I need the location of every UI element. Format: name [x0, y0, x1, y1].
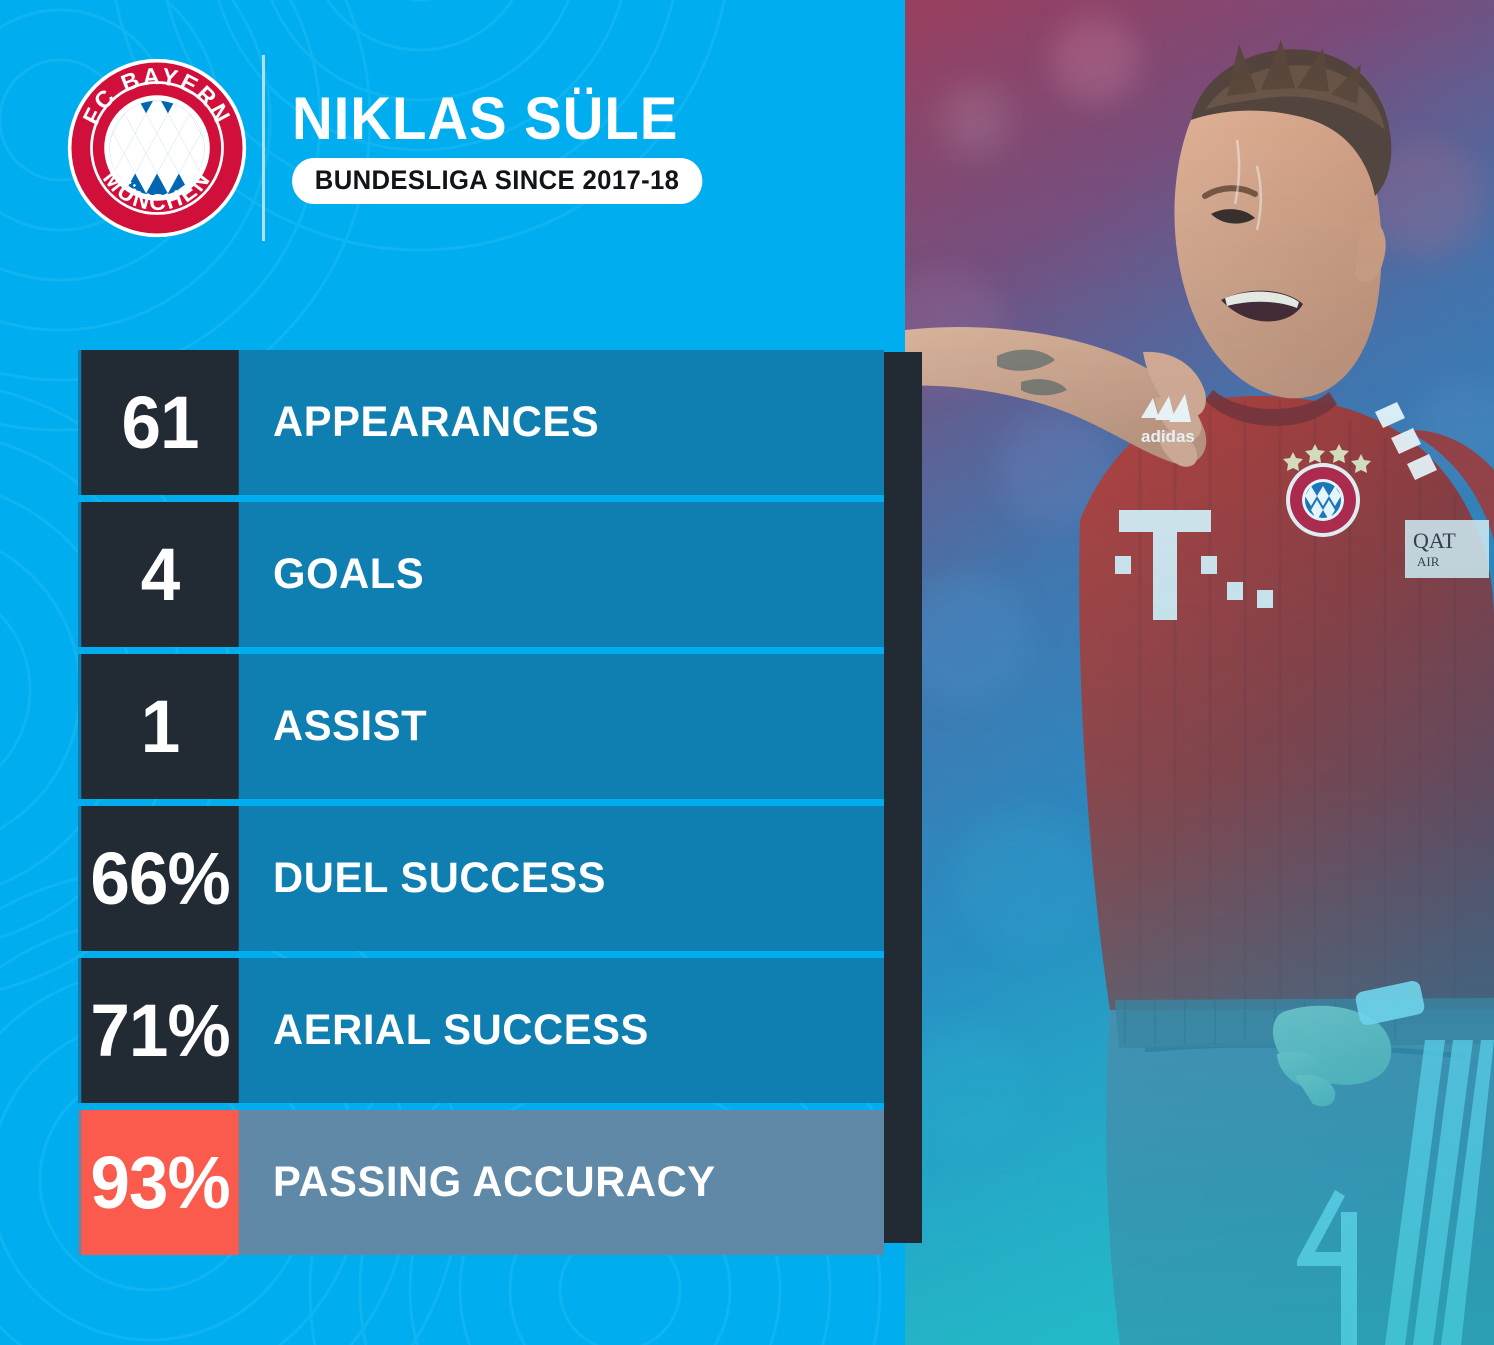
stat-value: 4 [81, 502, 239, 647]
stat-value: 93% [81, 1110, 239, 1255]
fc-bayern-crest-icon: FC BAYERN MÜNCHEN [67, 58, 247, 238]
stats-block-shadow [884, 352, 922, 1243]
stat-label: APPEARANCES [273, 398, 600, 446]
season-badge: BUNDESLIGA SINCE 2017-18 [292, 158, 703, 205]
stat-value: 61 [81, 350, 239, 495]
stat-label: AERIAL SUCCESS [273, 1006, 649, 1054]
stat-value: 1 [81, 654, 239, 799]
header-divider [262, 55, 265, 241]
player-photo: adidas [905, 0, 1494, 1345]
list-item: 4 GOALS [78, 502, 884, 647]
stats-list: 61 APPEARANCES 4 GOALS 1 ASSIST 66% DUEL… [78, 350, 884, 1255]
stat-label: GOALS [273, 550, 425, 598]
list-item: 66% DUEL SUCCESS [78, 806, 884, 951]
title-block: NIKLAS SÜLE BUNDESLIGA SINCE 2017-18 [292, 85, 892, 205]
list-item: 1 ASSIST [78, 654, 884, 799]
list-item-highlighted: 93% PASSING ACCURACY [78, 1110, 884, 1255]
list-item: 71% AERIAL SUCCESS [78, 958, 884, 1103]
list-item: 61 APPEARANCES [78, 350, 884, 495]
stat-label: ASSIST [273, 702, 428, 750]
page-title: NIKLAS SÜLE [292, 85, 679, 152]
header: FC BAYERN MÜNCHEN NIKLAS SÜLE BUNDESLIGA… [0, 0, 905, 300]
stat-label: PASSING ACCURACY [273, 1158, 716, 1206]
stat-value: 71% [81, 958, 239, 1103]
stat-value: 66% [81, 806, 239, 951]
stat-label: DUEL SUCCESS [273, 854, 607, 902]
